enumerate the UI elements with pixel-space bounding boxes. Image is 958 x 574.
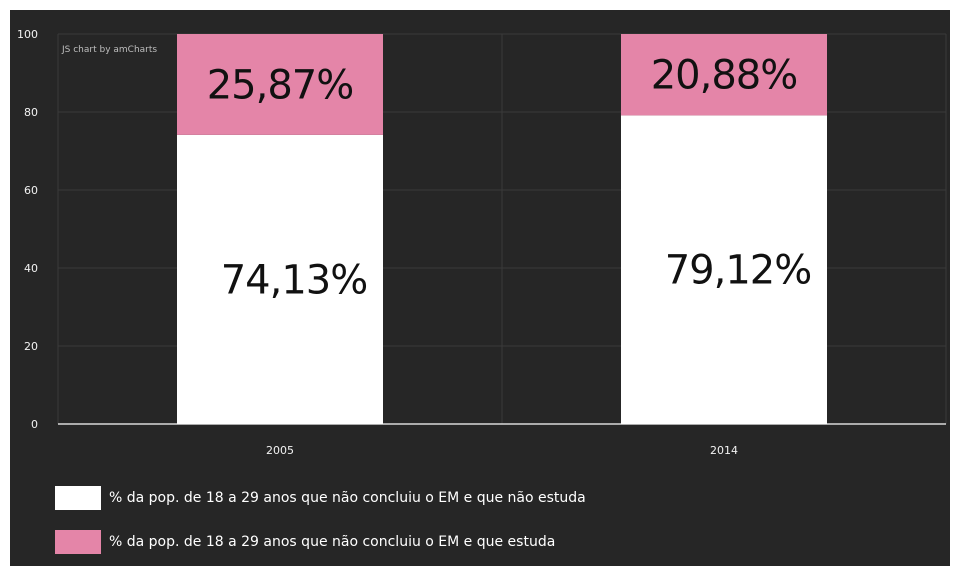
y-tick-label: 60 xyxy=(24,184,38,197)
bar-2014-series-0[interactable] xyxy=(621,115,827,424)
bar-2014-series-1[interactable] xyxy=(621,34,827,116)
x-tick-label: 2014 xyxy=(710,444,738,457)
y-tick-label: 20 xyxy=(24,340,38,353)
legend-label-nao-estuda: % da pop. de 18 a 29 anos que não conclu… xyxy=(109,490,586,506)
bar-2005-series-0[interactable] xyxy=(177,134,383,424)
y-tick-label: 0 xyxy=(31,418,38,431)
legend-item-nao-estuda[interactable]: % da pop. de 18 a 29 anos que não conclu… xyxy=(55,486,586,510)
legend-item-estuda[interactable]: % da pop. de 18 a 29 anos que não conclu… xyxy=(55,530,586,554)
y-tick-label: 40 xyxy=(24,262,38,275)
y-tick-label: 100 xyxy=(17,28,38,41)
bar-2005-series-1[interactable] xyxy=(177,34,383,135)
data-label-2005-series-1: 25,87% xyxy=(207,62,354,108)
data-label-2005-series-0: 74,13% xyxy=(221,257,368,303)
chart-frame: 0 20 40 60 80 100 2005 2014 74,13% 25,87% 79,12% 2… xyxy=(10,10,950,566)
legend-swatch-nao-estuda xyxy=(55,486,101,510)
data-label-2014-series-1: 20,88% xyxy=(651,53,798,99)
x-tick-label: 2005 xyxy=(266,444,294,457)
chart-credit[interactable]: JS chart by amCharts xyxy=(61,45,157,55)
chart-plot: 0 20 40 60 80 100 2005 2014 74,13% 25,87% 79,12% 2… xyxy=(17,28,947,457)
legend-swatch-estuda xyxy=(55,530,101,554)
data-label-2014-series-0: 79,12% xyxy=(665,248,812,294)
data-labels: 74,13% 25,87% 79,12% 20,88% xyxy=(207,53,813,304)
legend-label-estuda: % da pop. de 18 a 29 anos que não conclu… xyxy=(109,534,556,550)
legend: % da pop. de 18 a 29 anos que não conclu… xyxy=(55,486,586,574)
bars xyxy=(177,34,827,424)
y-tick-label: 80 xyxy=(24,106,38,119)
